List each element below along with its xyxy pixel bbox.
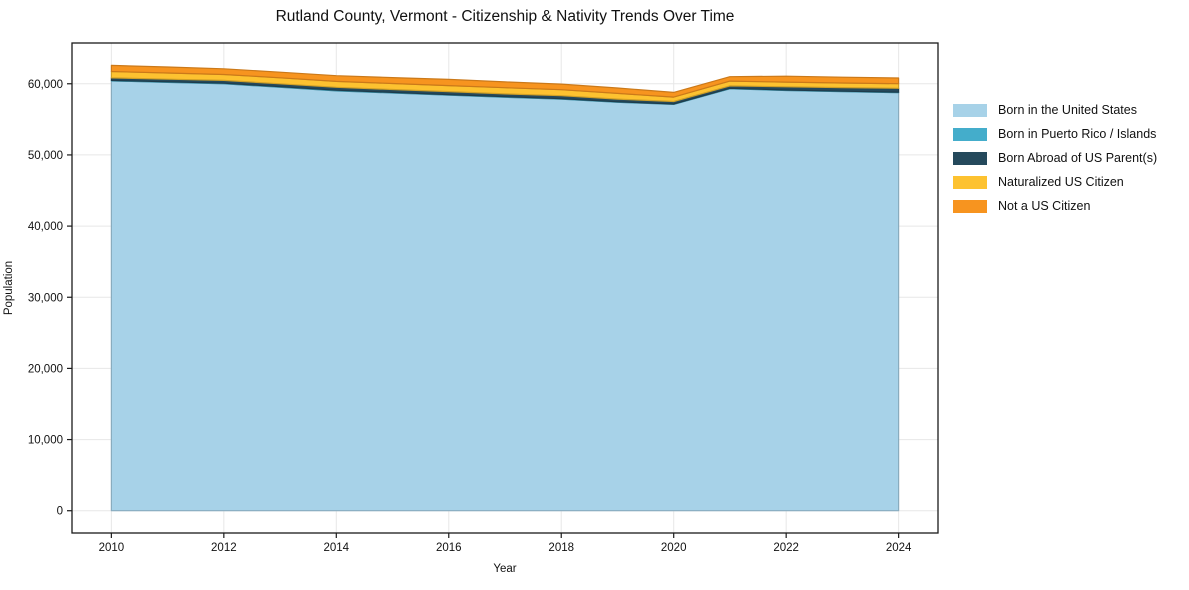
stacked-areas (110, 64, 900, 512)
legend-item-1: Born in Puerto Rico / Islands (953, 127, 1157, 141)
x-tick-label: 2020 (661, 542, 687, 554)
legend-label: Naturalized US Citizen (998, 175, 1124, 189)
x-tick-label: 2010 (99, 542, 125, 554)
legend-label: Born Abroad of US Parent(s) (998, 151, 1158, 165)
legend-label: Born in Puerto Rico / Islands (998, 127, 1157, 141)
legend-swatch-icon (953, 151, 987, 165)
y-tick-label: 60,000 (28, 79, 63, 91)
area-series-4 (110, 64, 900, 98)
x-tick-label: 2012 (211, 542, 237, 554)
legend-item-3: Naturalized US Citizen (953, 175, 1157, 189)
y-axis: 0 10,000 20,000 30,000 40,000 50,000 60,000 (28, 79, 72, 518)
legend-swatch-icon (953, 175, 987, 189)
x-tick-label: 2016 (436, 542, 462, 554)
y-tick-label: 20,000 (28, 363, 63, 375)
x-tick-label: 2018 (548, 542, 574, 554)
legend-swatch-icon (953, 199, 987, 213)
legend-item-2: Born Abroad of US Parent(s) (953, 151, 1157, 165)
legend-label: Born in the United States (998, 103, 1137, 117)
x-tick-label: 2014 (324, 542, 350, 554)
chart-title: Rutland County, Vermont - Citizenship & … (275, 8, 735, 25)
y-tick-label: 40,000 (28, 221, 63, 233)
legend-label: Not a US Citizen (998, 199, 1091, 213)
plot-border (71, 42, 939, 534)
legend-swatch-icon (953, 127, 987, 141)
x-tick-label: 2024 (886, 542, 912, 554)
y-tick-label: 10,000 (28, 435, 63, 447)
x-tick-label: 2022 (773, 542, 799, 554)
legend-item-4: Not a US Citizen (953, 199, 1157, 213)
x-axis-label: Year (493, 563, 517, 575)
x-axis: 2010 2012 2014 2016 2018 2020 2022 2024 (99, 533, 912, 554)
legend-swatch-icon (953, 103, 987, 117)
area-series-0 (110, 80, 900, 512)
y-tick-label: 50,000 (28, 150, 63, 162)
y-tick-label: 30,000 (28, 292, 63, 304)
legend-item-0: Born in the United States (953, 103, 1157, 117)
y-tick-label: 0 (57, 506, 63, 518)
legend: Born in the United States Born in Puerto … (953, 103, 1157, 213)
